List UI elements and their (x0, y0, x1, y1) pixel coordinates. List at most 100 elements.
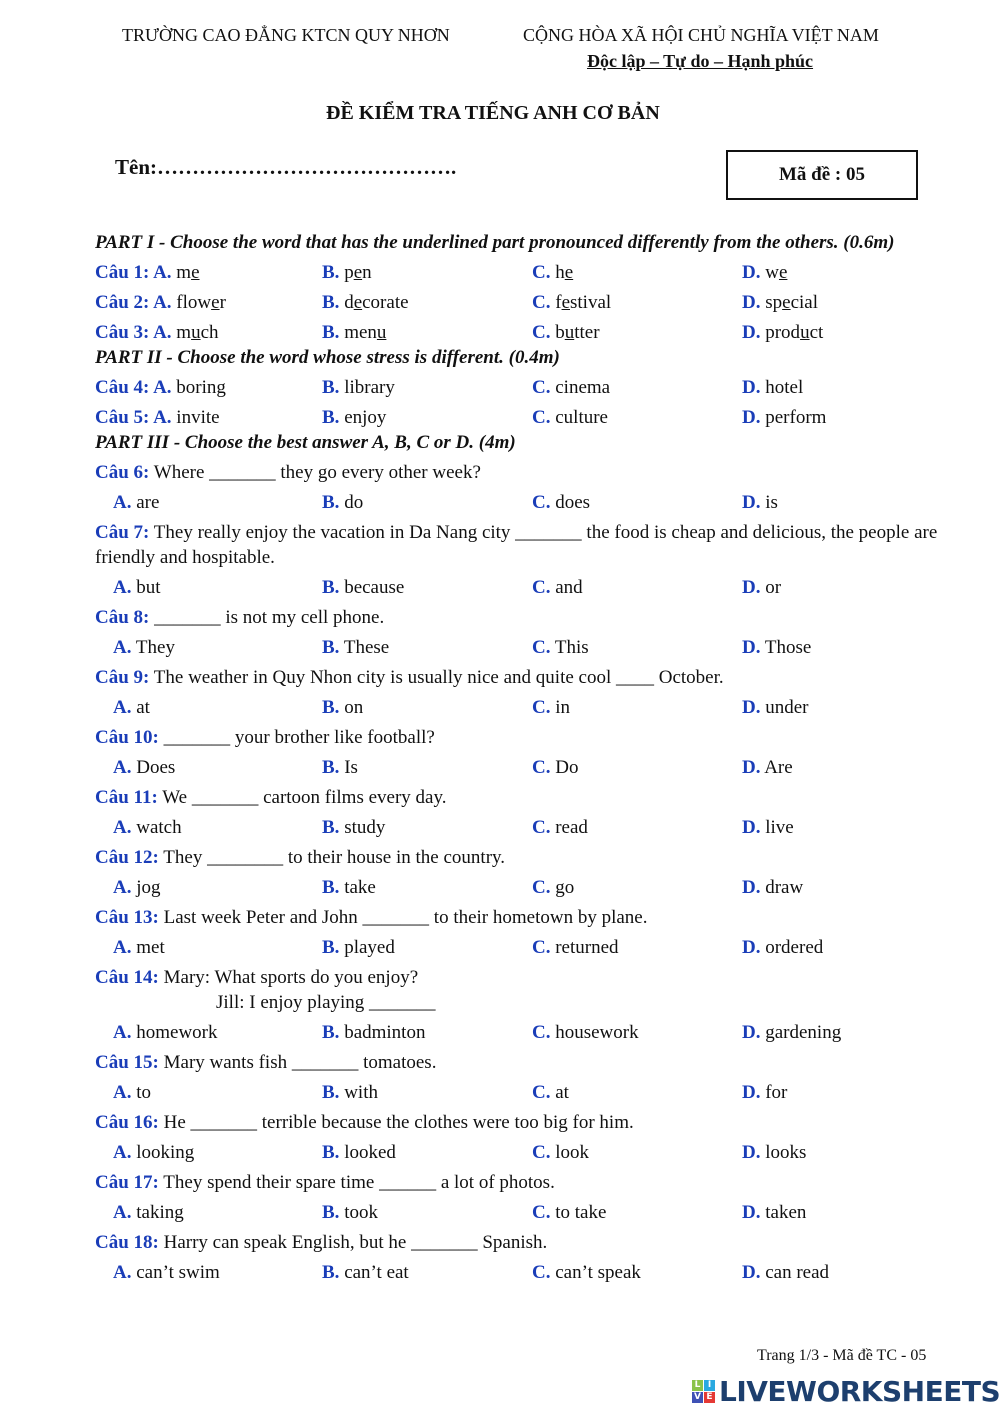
option[interactable]: A. looking (113, 1140, 194, 1165)
option[interactable]: B. took (322, 1200, 378, 1225)
option[interactable]: B. library (322, 375, 395, 400)
option[interactable]: D. can read (742, 1260, 829, 1285)
option[interactable]: A. but (113, 575, 161, 600)
option[interactable]: B. pen (322, 260, 372, 285)
option[interactable]: C. culture (532, 405, 608, 430)
option[interactable]: A. at (113, 695, 150, 720)
option-text: at (555, 1082, 569, 1103)
option-letter: A. (113, 1082, 132, 1103)
option[interactable]: C. look (532, 1140, 589, 1165)
question-label: Câu 18: (95, 1232, 159, 1253)
option[interactable]: A. met (113, 935, 165, 960)
option[interactable]: D. draw (742, 875, 803, 900)
question-row: Câu 4: A. boring B. library C. cinema D. ho… (95, 370, 965, 400)
option[interactable]: C. at (532, 1080, 569, 1105)
option[interactable]: D. ordered (742, 935, 823, 960)
option[interactable]: D. product (742, 320, 823, 345)
option[interactable]: A. homework (113, 1020, 218, 1045)
option[interactable]: B. because (322, 575, 404, 600)
option[interactable]: B. can’t eat (322, 1260, 409, 1285)
option[interactable]: C. Do (532, 755, 578, 780)
option[interactable]: C. read (532, 815, 588, 840)
option[interactable]: B. menu (322, 320, 386, 345)
option[interactable]: Câu 1: A. me (95, 260, 200, 285)
option[interactable]: D. under (742, 695, 809, 720)
option[interactable]: Câu 3: A. much (95, 320, 219, 345)
option[interactable]: D. for (742, 1080, 787, 1105)
option[interactable]: B. looked (322, 1140, 396, 1165)
option[interactable]: A. are (113, 490, 159, 515)
option[interactable]: C. cinema (532, 375, 610, 400)
option[interactable]: C. go (532, 875, 574, 900)
option[interactable]: B. Is (322, 755, 358, 780)
option[interactable]: D. hotel (742, 375, 803, 400)
option-letter: C. (532, 577, 551, 598)
option[interactable]: B. on (322, 695, 363, 720)
option-letter: B. (322, 292, 340, 313)
option[interactable]: A. Does (113, 755, 175, 780)
question-text: Last week Peter and John _______ to thei… (158, 907, 648, 928)
option[interactable]: Câu 2: A. flower (95, 290, 226, 315)
option[interactable]: B. take (322, 875, 376, 900)
option[interactable]: B. These (322, 635, 389, 660)
option-letter: D. (742, 937, 761, 958)
option[interactable]: A. They (113, 635, 175, 660)
option[interactable]: D. Those (742, 635, 811, 660)
option[interactable]: C. he (532, 260, 573, 285)
question-text: We _______ cartoon films every day. (157, 787, 447, 808)
option[interactable]: A. to (113, 1080, 151, 1105)
option[interactable]: D. looks (742, 1140, 806, 1165)
option-text: with (344, 1082, 378, 1103)
option[interactable]: B. do (322, 490, 363, 515)
option[interactable]: Câu 5: A. invite (95, 405, 220, 430)
word-part: stival (570, 292, 612, 313)
option-letter: B. (322, 1202, 340, 1223)
option[interactable]: Câu 4: A. boring (95, 375, 226, 400)
option[interactable]: B. enjoy (322, 405, 386, 430)
option-letter: D. (742, 1022, 761, 1043)
option[interactable]: B. with (322, 1080, 378, 1105)
name-field[interactable]: Tên:……………………………………. (115, 155, 457, 179)
option[interactable]: B. decorate (322, 290, 409, 315)
question: Câu 6: Where _______ they go every other… (95, 455, 965, 485)
question-label: Câu 8: (95, 607, 150, 628)
option[interactable]: C. festival (532, 290, 611, 315)
option-letter: B. (322, 637, 340, 658)
question: Câu 16: He _______ terrible because the … (95, 1105, 965, 1135)
option[interactable]: A. watch (113, 815, 182, 840)
option[interactable]: D. taken (742, 1200, 806, 1225)
option-letter: B. (322, 697, 340, 718)
option[interactable]: D. Are (742, 755, 793, 780)
motto: Độc lập – Tự do – Hạnh phúc (587, 51, 814, 71)
option[interactable]: D. or (742, 575, 781, 600)
option-letter: B. (322, 407, 340, 428)
option[interactable]: C. to take (532, 1200, 606, 1225)
option-text: Does (136, 757, 176, 778)
option-letter: D. (742, 577, 761, 598)
option[interactable]: C. returned (532, 935, 619, 960)
option[interactable]: C. can’t speak (532, 1260, 641, 1285)
option[interactable]: D. we (742, 260, 787, 285)
option[interactable]: C. This (532, 635, 589, 660)
option[interactable]: C. housework (532, 1020, 639, 1045)
option[interactable]: C. and (532, 575, 583, 600)
options-row: A. can’t swim B. can’t eat C. can’t speak D… (95, 1255, 965, 1285)
option[interactable]: D. gardening (742, 1020, 841, 1045)
option-letter: B. (322, 377, 340, 398)
option[interactable]: D. special (742, 290, 818, 315)
option[interactable]: A. taking (113, 1200, 184, 1225)
option[interactable]: C. butter (532, 320, 600, 345)
option[interactable]: B. study (322, 815, 385, 840)
option[interactable]: D. perform (742, 405, 826, 430)
option[interactable]: C. does (532, 490, 590, 515)
option[interactable]: A. jog (113, 875, 161, 900)
option[interactable]: D. live (742, 815, 794, 840)
option-letter: D. (742, 322, 761, 343)
option[interactable]: D. is (742, 490, 778, 515)
question-text: Mary wants fish _______ tomatoes. (158, 1052, 437, 1073)
option[interactable]: B. played (322, 935, 395, 960)
option[interactable]: C. in (532, 695, 570, 720)
option[interactable]: B. badminton (322, 1020, 425, 1045)
option[interactable]: A. can’t swim (113, 1260, 220, 1285)
option-text: can’t speak (555, 1262, 641, 1283)
